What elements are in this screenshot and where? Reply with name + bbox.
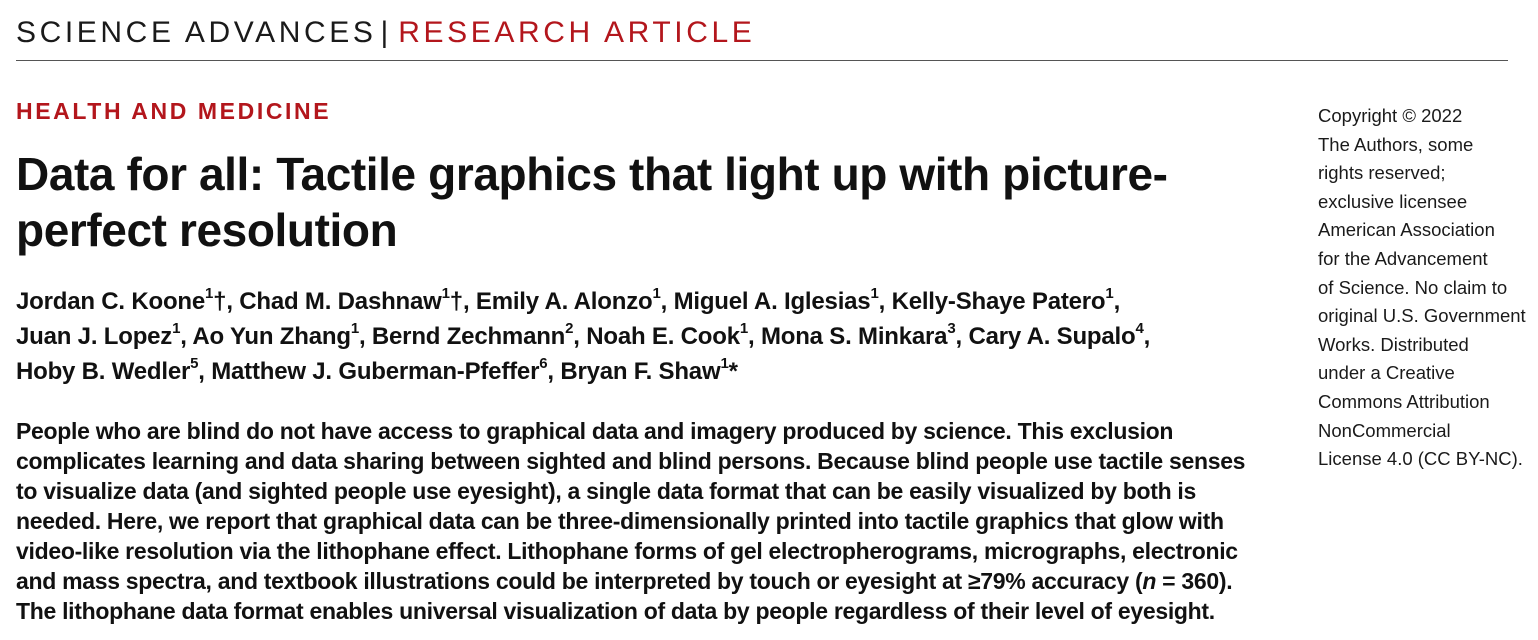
author-name-text: Chad M. Dashnaw [239, 288, 442, 315]
header-separator: | [380, 16, 389, 49]
author-name-text: Cary A. Supalo [968, 323, 1136, 350]
author-affiliation[interactable]: 1 [172, 320, 181, 337]
author-affiliation[interactable]: 1 [720, 355, 729, 372]
author-name-text: Bryan F. Shaw [560, 358, 721, 385]
author-affiliation[interactable]: 1 [205, 285, 214, 302]
abstract-n-label: n [1142, 568, 1157, 594]
author-affiliation[interactable]: 1 [350, 320, 359, 337]
author-name-text: Ao Yun Zhang [192, 323, 351, 350]
article-type: RESEARCH ARTICLE [398, 16, 756, 49]
author-name[interactable]: Chad M. Dashnaw1† [239, 285, 463, 315]
author-separator: , [1143, 323, 1151, 350]
author-mark: † [213, 288, 227, 315]
author-name[interactable]: Bryan F. Shaw1* [560, 355, 738, 385]
author-name-text: Noah E. Cook [586, 323, 740, 350]
header-divider [16, 60, 1508, 61]
article-title: Data for all: Tactile graphics that ligh… [16, 148, 1168, 256]
author-separator: , [878, 288, 892, 315]
author-separator: , [660, 288, 674, 315]
author-name[interactable]: Emily A. Alonzo1 [475, 285, 661, 315]
author-name[interactable]: Ao Yun Zhang1 [192, 320, 359, 350]
author-affiliation[interactable]: 2 [565, 320, 574, 337]
journal-name[interactable]: SCIENCE ADVANCES [16, 16, 377, 49]
author-name[interactable]: Noah E. Cook1 [586, 320, 749, 350]
author-affiliation[interactable]: 1 [1105, 285, 1114, 302]
copyright-line: rights reserved; [1318, 162, 1446, 184]
author-name-text: Matthew J. Guberman-Pfeffer [211, 358, 540, 385]
copyright-notice: Copyright © 2022 The Authors, some rights … [1318, 102, 1526, 474]
author-name-text: Jordan C. Koone [16, 288, 206, 315]
copyright-line: American Association [1318, 219, 1495, 241]
author-name[interactable]: Jordan C. Koone1† [16, 285, 227, 315]
author-separator: , [358, 323, 372, 350]
copyright-line: original U.S. Government [1318, 305, 1526, 327]
copyright-line: Copyright © 2022 [1318, 105, 1463, 126]
copyright-line: exclusive licensee [1318, 190, 1468, 212]
author-name-text: Juan J. Lopez [16, 323, 173, 350]
author-list: Jordan C. Koone1†, Chad M. Dashnaw1†, Em… [16, 284, 1286, 389]
author-separator: , [198, 358, 212, 385]
copyright-line: of Science. No claim to [1318, 276, 1508, 298]
author-separator: , [955, 323, 969, 350]
author-name[interactable]: Matthew J. Guberman-Pfeffer6 [211, 355, 548, 385]
author-affiliation[interactable]: 1 [739, 320, 749, 337]
author-name-text: Bernd Zechmann [371, 323, 566, 350]
author-separator: , [573, 323, 587, 350]
abstract-text-part2: = 360). The lithophane data format enabl… [16, 568, 1233, 624]
author-mark: † [449, 288, 463, 315]
author-name-text: Kelly-Shaye Patero [891, 288, 1106, 315]
author-separator: , [180, 323, 193, 350]
author-name[interactable]: Miguel A. Iglesias1 [673, 285, 879, 315]
author-separator: , [748, 323, 761, 350]
author-name-text: Mona S. Minkara [760, 323, 948, 350]
journal-header: SCIENCE ADVANCES | RESEARCH ARTICLE [16, 14, 755, 52]
author-name[interactable]: Cary A. Supalo4 [968, 320, 1144, 350]
author-name[interactable]: Kelly-Shaye Patero1 [891, 285, 1114, 315]
author-affiliation[interactable]: 1 [441, 285, 450, 302]
author-name[interactable]: Bernd Zechmann2 [371, 320, 574, 350]
author-affiliation[interactable]: 3 [947, 320, 956, 337]
copyright-line: NonCommercial [1318, 419, 1451, 441]
copyright-line: License 4.0 (CC BY-NC). [1318, 448, 1523, 470]
author-separator: , [226, 288, 240, 315]
author-name-text: Miguel A. Iglesias [673, 288, 871, 315]
abstract: People who are blind do not have access … [16, 416, 1266, 626]
author-separator: , [547, 358, 561, 385]
copyright-line: Commons Attribution [1318, 390, 1490, 412]
abstract-text-part1: People who are blind do not have access … [16, 418, 1246, 594]
author-name[interactable]: Hoby B. Wedler5 [16, 355, 199, 385]
author-affiliation[interactable]: 1 [652, 285, 661, 302]
copyright-line: Works. Distributed [1318, 333, 1469, 355]
author-name-text: Emily A. Alonzo [475, 288, 653, 315]
author-name[interactable]: Mona S. Minkara3 [760, 320, 956, 350]
author-affiliation[interactable]: 1 [870, 285, 879, 302]
section-label[interactable]: HEALTH AND MEDICINE [16, 98, 332, 124]
copyright-line: The Authors, some [1318, 133, 1474, 155]
author-separator: , [1113, 288, 1121, 315]
author-name-text: Hoby B. Wedler [16, 358, 191, 385]
copyright-line: under a Creative [1318, 362, 1455, 384]
author-affiliation[interactable]: 4 [1135, 320, 1144, 337]
author-affiliation[interactable]: 5 [190, 355, 199, 372]
author-separator: , [462, 288, 476, 315]
author-name[interactable]: Juan J. Lopez1 [16, 320, 181, 350]
author-affiliation[interactable]: 6 [539, 355, 548, 372]
copyright-line: for the Advancement [1318, 247, 1488, 269]
author-mark: * [728, 358, 738, 385]
